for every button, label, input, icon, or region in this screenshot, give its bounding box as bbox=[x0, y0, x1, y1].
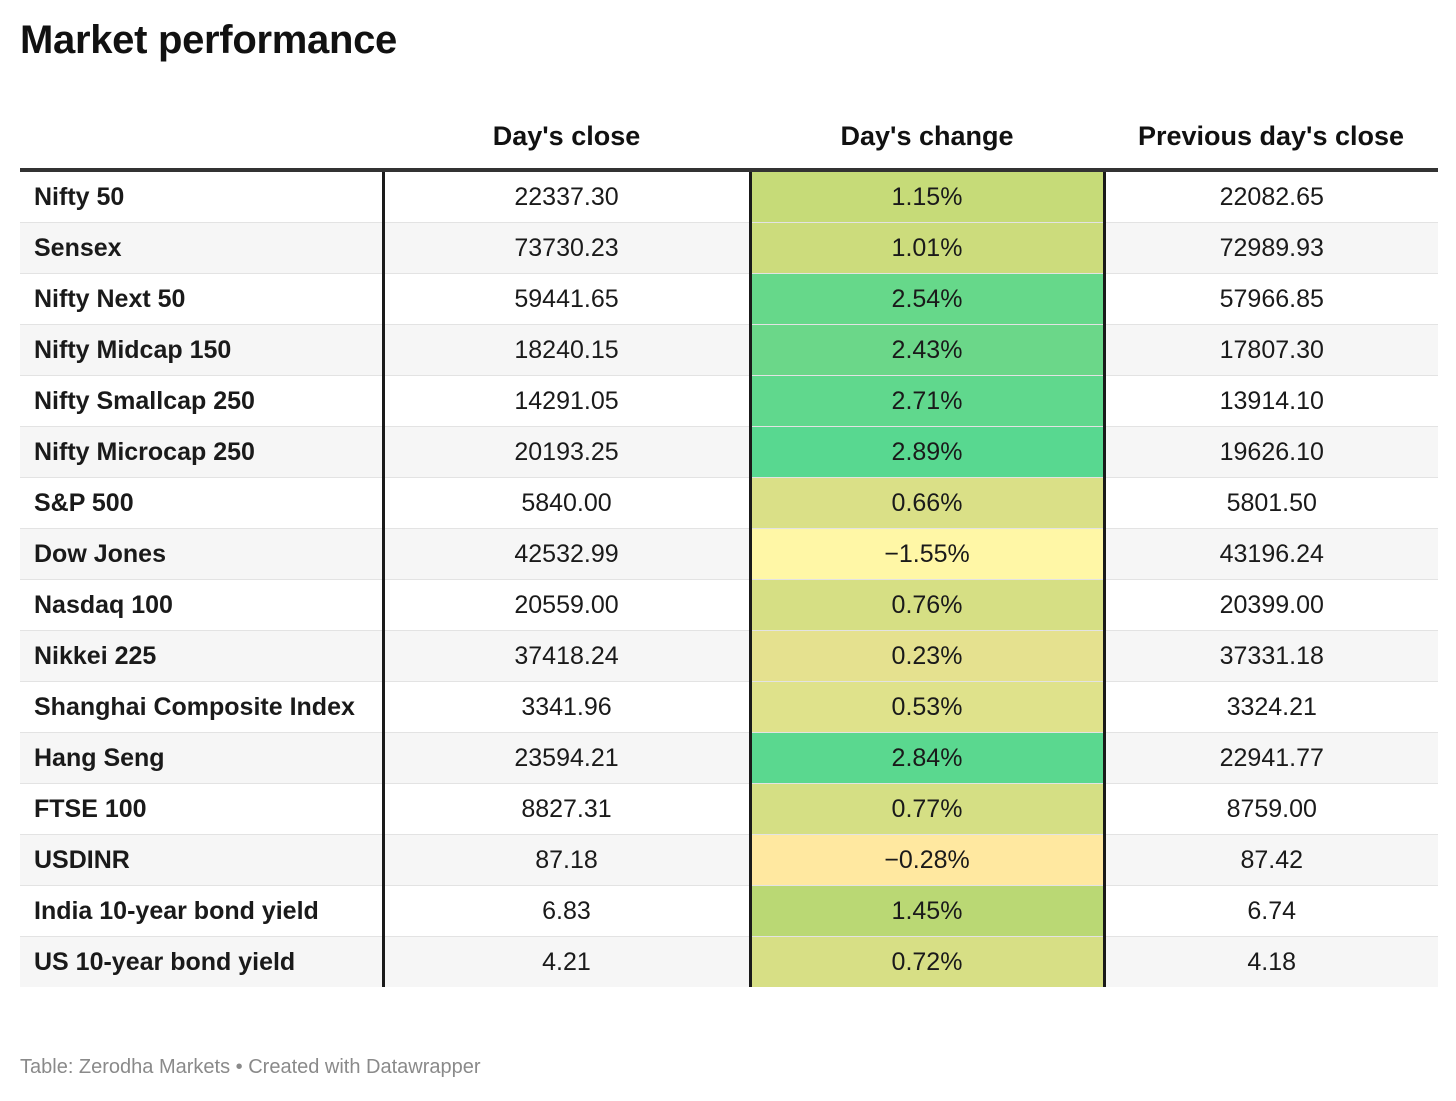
days-change-cell: 0.77% bbox=[750, 783, 1106, 835]
days-close-cell: 23594.21 bbox=[383, 732, 752, 784]
days-change-cell: 2.43% bbox=[750, 324, 1106, 376]
row-name: Nifty Midcap 150 bbox=[20, 324, 385, 376]
row-name: Sensex bbox=[20, 222, 385, 274]
header-previous-close: Previous day's close bbox=[1104, 104, 1438, 172]
days-close-cell: 59441.65 bbox=[383, 273, 752, 325]
days-close-cell: 18240.15 bbox=[383, 324, 752, 376]
previous-close-cell: 8759.00 bbox=[1104, 783, 1438, 835]
days-change-cell: 0.53% bbox=[750, 681, 1106, 733]
days-change-cell: 1.45% bbox=[750, 885, 1106, 937]
previous-close-cell: 3324.21 bbox=[1104, 681, 1438, 733]
table-row: Nasdaq 100 20559.00 0.76% 20399.00 bbox=[20, 579, 1438, 631]
days-change-cell: 0.76% bbox=[750, 579, 1106, 631]
market-performance-table: Day's close Day's change Previous day's … bbox=[20, 104, 1438, 987]
previous-close-cell: 37331.18 bbox=[1104, 630, 1438, 682]
days-close-cell: 14291.05 bbox=[383, 375, 752, 427]
row-name: Nifty Next 50 bbox=[20, 273, 385, 325]
chart-title: Market performance bbox=[20, 18, 397, 62]
table-row: FTSE 100 8827.31 0.77% 8759.00 bbox=[20, 783, 1438, 835]
row-name: Hang Seng bbox=[20, 732, 385, 784]
previous-close-cell: 19626.10 bbox=[1104, 426, 1438, 478]
previous-close-cell: 22941.77 bbox=[1104, 732, 1438, 784]
days-close-cell: 20559.00 bbox=[383, 579, 752, 631]
row-name: India 10-year bond yield bbox=[20, 885, 385, 937]
days-change-cell: 2.71% bbox=[750, 375, 1106, 427]
previous-close-cell: 6.74 bbox=[1104, 885, 1438, 937]
row-name: US 10-year bond yield bbox=[20, 936, 385, 987]
table-row: USDINR 87.18 −0.28% 87.42 bbox=[20, 834, 1438, 886]
previous-close-cell: 22082.65 bbox=[1104, 170, 1438, 223]
row-name: S&P 500 bbox=[20, 477, 385, 529]
table-row: India 10-year bond yield 6.83 1.45% 6.74 bbox=[20, 885, 1438, 937]
days-close-cell: 8827.31 bbox=[383, 783, 752, 835]
table-row: Hang Seng 23594.21 2.84% 22941.77 bbox=[20, 732, 1438, 784]
table-row: S&P 500 5840.00 0.66% 5801.50 bbox=[20, 477, 1438, 529]
table-row: Nifty Smallcap 250 14291.05 2.71% 13914.10 bbox=[20, 375, 1438, 427]
days-close-cell: 22337.30 bbox=[383, 170, 752, 223]
table-row: Dow Jones 42532.99 −1.55% 43196.24 bbox=[20, 528, 1438, 580]
header-name bbox=[20, 104, 383, 172]
table-row: Sensex 73730.23 1.01% 72989.93 bbox=[20, 222, 1438, 274]
days-close-cell: 87.18 bbox=[383, 834, 752, 886]
table-row: Nikkei 225 37418.24 0.23% 37331.18 bbox=[20, 630, 1438, 682]
previous-close-cell: 4.18 bbox=[1104, 936, 1438, 987]
days-change-cell: 0.72% bbox=[750, 936, 1106, 987]
previous-close-cell: 17807.30 bbox=[1104, 324, 1438, 376]
row-name: FTSE 100 bbox=[20, 783, 385, 835]
market-table-container: Day's close Day's change Previous day's … bbox=[20, 104, 1438, 987]
previous-close-cell: 87.42 bbox=[1104, 834, 1438, 886]
previous-close-cell: 20399.00 bbox=[1104, 579, 1438, 631]
row-name: USDINR bbox=[20, 834, 385, 886]
table-header-row: Day's close Day's change Previous day's … bbox=[20, 104, 1438, 172]
previous-close-cell: 43196.24 bbox=[1104, 528, 1438, 580]
days-close-cell: 3341.96 bbox=[383, 681, 752, 733]
row-name: Nifty 50 bbox=[20, 170, 385, 223]
days-close-cell: 4.21 bbox=[383, 936, 752, 987]
header-days-change: Day's change bbox=[750, 104, 1104, 172]
days-close-cell: 42532.99 bbox=[383, 528, 752, 580]
table-body: Nifty 50 22337.30 1.15% 22082.65 Sensex 73730… bbox=[20, 170, 1438, 987]
table-row: Nifty Next 50 59441.65 2.54% 57966.85 bbox=[20, 273, 1438, 325]
row-name: Dow Jones bbox=[20, 528, 385, 580]
row-name: Shanghai Composite Index bbox=[20, 681, 385, 733]
table-row: Nifty Midcap 150 18240.15 2.43% 17807.30 bbox=[20, 324, 1438, 376]
days-close-cell: 6.83 bbox=[383, 885, 752, 937]
days-change-cell: 2.89% bbox=[750, 426, 1106, 478]
header-days-close: Day's close bbox=[383, 104, 750, 172]
days-change-cell: 1.15% bbox=[750, 170, 1106, 223]
days-change-cell: 2.54% bbox=[750, 273, 1106, 325]
days-change-cell: 0.23% bbox=[750, 630, 1106, 682]
table-row: Nifty Microcap 250 20193.25 2.89% 19626.10 bbox=[20, 426, 1438, 478]
row-name: Nifty Microcap 250 bbox=[20, 426, 385, 478]
days-close-cell: 20193.25 bbox=[383, 426, 752, 478]
row-name: Nasdaq 100 bbox=[20, 579, 385, 631]
source-note: Table: Zerodha Markets • Created with Da… bbox=[20, 1056, 481, 1078]
days-close-cell: 5840.00 bbox=[383, 477, 752, 529]
previous-close-cell: 5801.50 bbox=[1104, 477, 1438, 529]
previous-close-cell: 13914.10 bbox=[1104, 375, 1438, 427]
row-name: Nikkei 225 bbox=[20, 630, 385, 682]
table-row: Nifty 50 22337.30 1.15% 22082.65 bbox=[20, 170, 1438, 223]
previous-close-cell: 72989.93 bbox=[1104, 222, 1438, 274]
days-change-cell: −1.55% bbox=[750, 528, 1106, 580]
days-close-cell: 37418.24 bbox=[383, 630, 752, 682]
days-change-cell: 0.66% bbox=[750, 477, 1106, 529]
days-change-cell: 2.84% bbox=[750, 732, 1106, 784]
row-name: Nifty Smallcap 250 bbox=[20, 375, 385, 427]
previous-close-cell: 57966.85 bbox=[1104, 273, 1438, 325]
days-change-cell: 1.01% bbox=[750, 222, 1106, 274]
days-change-cell: −0.28% bbox=[750, 834, 1106, 886]
table-row: US 10-year bond yield 4.21 0.72% 4.18 bbox=[20, 936, 1438, 987]
table-row: Shanghai Composite Index 3341.96 0.53% 3324… bbox=[20, 681, 1438, 733]
days-close-cell: 73730.23 bbox=[383, 222, 752, 274]
